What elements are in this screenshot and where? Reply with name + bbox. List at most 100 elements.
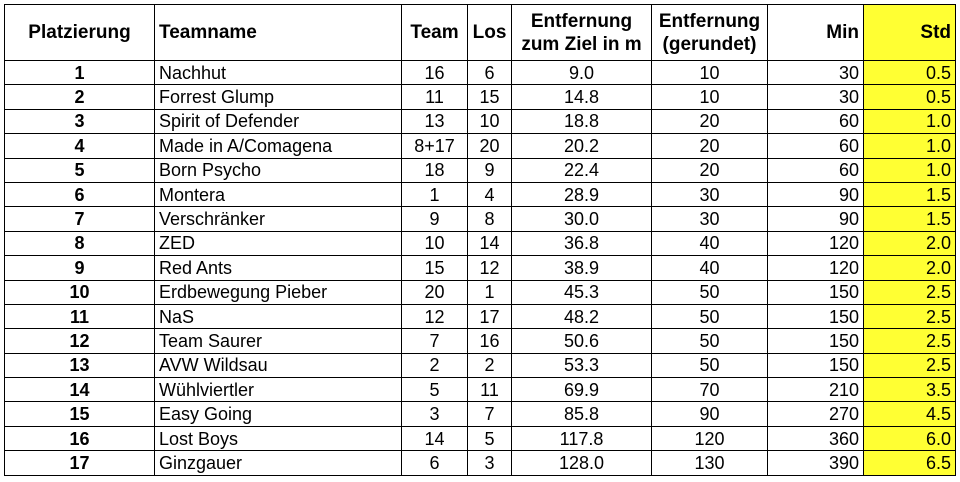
table-row: 4 Made in A/Comagena 8+17 20 20.2 20 60 1.0 <box>4 133 956 159</box>
cell-min: 30 <box>767 84 864 110</box>
cell-min: 210 <box>767 377 864 403</box>
cell-distance: 30.0 <box>511 206 652 232</box>
cell-team: 8+17 <box>401 133 468 159</box>
header-rounded: Entfernung (gerundet) <box>651 4 768 61</box>
header-team: Team <box>401 4 468 61</box>
cell-std: 6.5 <box>863 450 956 476</box>
cell-team-name: Ginzgauer <box>154 450 402 476</box>
cell-los: 7 <box>467 401 512 427</box>
cell-rank: 14 <box>4 377 155 403</box>
cell-min: 360 <box>767 425 864 452</box>
cell-los: 10 <box>467 108 512 135</box>
cell-los: 5 <box>467 425 512 452</box>
cell-team-name: Verschränker <box>154 206 402 232</box>
cell-distance: 22.4 <box>511 157 652 183</box>
cell-min: 60 <box>767 108 864 135</box>
cell-rank: 3 <box>4 108 155 135</box>
cell-team-name: Montera <box>154 181 402 208</box>
cell-team-name: Made in A/Comagena <box>154 133 402 159</box>
cell-distance: 28.9 <box>511 181 652 208</box>
cell-rounded: 20 <box>651 108 768 135</box>
cell-team: 20 <box>401 279 468 305</box>
cell-rank: 16 <box>4 425 155 452</box>
cell-distance: 20.2 <box>511 133 652 159</box>
cell-min: 150 <box>767 328 864 354</box>
table-row: 6 Montera 1 4 28.9 30 90 1.5 <box>4 181 956 208</box>
cell-rounded: 50 <box>651 303 768 330</box>
cell-distance: 69.9 <box>511 377 652 403</box>
cell-rounded: 20 <box>651 157 768 183</box>
cell-rank: 15 <box>4 401 155 427</box>
cell-std: 0.5 <box>863 59 956 86</box>
cell-distance: 38.9 <box>511 255 652 281</box>
cell-rank: 11 <box>4 303 155 330</box>
table-row: 1 Nachhut 16 6 9.0 10 30 0.5 <box>4 59 956 86</box>
cell-distance: 18.8 <box>511 108 652 135</box>
cell-std: 2.5 <box>863 279 956 305</box>
cell-team: 13 <box>401 108 468 135</box>
cell-rounded: 90 <box>651 401 768 427</box>
cell-std: 6.0 <box>863 425 956 452</box>
cell-rounded: 40 <box>651 230 768 257</box>
cell-distance: 9.0 <box>511 59 652 86</box>
cell-std: 1.5 <box>863 206 956 232</box>
cell-team: 7 <box>401 328 468 354</box>
header-distance-line2: zum Ziel in m <box>521 33 642 55</box>
cell-distance: 36.8 <box>511 230 652 257</box>
cell-rank: 9 <box>4 255 155 281</box>
cell-rank: 12 <box>4 328 155 354</box>
cell-rank: 13 <box>4 352 155 379</box>
cell-rounded: 20 <box>651 133 768 159</box>
table-row: 16 Lost Boys 14 5 117.8 120 360 6.0 <box>4 425 956 452</box>
cell-team-name: Erdbewegung Pieber <box>154 279 402 305</box>
table-row: 10 Erdbewegung Pieber 20 1 45.3 50 150 2.5 <box>4 279 956 305</box>
cell-team-name: Lost Boys <box>154 425 402 452</box>
cell-rounded: 30 <box>651 206 768 232</box>
header-std: Std <box>863 4 956 61</box>
header-rounded-line1: Entfernung <box>658 10 761 32</box>
header-distance-line1: Entfernung <box>530 10 633 32</box>
cell-rounded: 120 <box>651 425 768 452</box>
cell-los: 14 <box>467 230 512 257</box>
header-rounded-line2: (gerundet) <box>662 33 757 55</box>
cell-min: 90 <box>767 206 864 232</box>
table-row: 14 Wühlviertler 5 11 69.9 70 210 3.5 <box>4 377 956 403</box>
cell-team-name: Team Saurer <box>154 328 402 354</box>
cell-rank: 1 <box>4 59 155 86</box>
cell-team: 3 <box>401 401 468 427</box>
cell-team: 9 <box>401 206 468 232</box>
cell-min: 60 <box>767 133 864 159</box>
cell-min: 150 <box>767 303 864 330</box>
cell-std: 4.5 <box>863 401 956 427</box>
cell-team: 16 <box>401 59 468 86</box>
cell-distance: 53.3 <box>511 352 652 379</box>
cell-distance: 48.2 <box>511 303 652 330</box>
cell-min: 150 <box>767 352 864 379</box>
table-row: 13 AVW Wildsau 2 2 53.3 50 150 2.5 <box>4 352 956 379</box>
cell-min: 30 <box>767 59 864 86</box>
cell-team: 12 <box>401 303 468 330</box>
cell-rounded: 50 <box>651 279 768 305</box>
cell-rounded: 30 <box>651 181 768 208</box>
table-row: 7 Verschränker 9 8 30.0 30 90 1.5 <box>4 206 956 232</box>
results-table-container: Platzierung Teamname Team Los Entfernung… <box>4 4 956 476</box>
cell-rank: 17 <box>4 450 155 476</box>
cell-rounded: 130 <box>651 450 768 476</box>
cell-rounded: 40 <box>651 255 768 281</box>
cell-los: 1 <box>467 279 512 305</box>
cell-std: 2.0 <box>863 230 956 257</box>
cell-std: 0.5 <box>863 84 956 110</box>
cell-std: 1.0 <box>863 157 956 183</box>
cell-distance: 14.8 <box>511 84 652 110</box>
cell-team-name: Spirit of Defender <box>154 108 402 135</box>
cell-distance: 117.8 <box>511 425 652 452</box>
cell-team: 14 <box>401 425 468 452</box>
cell-distance: 50.6 <box>511 328 652 354</box>
cell-rank: 6 <box>4 181 155 208</box>
cell-los: 6 <box>467 59 512 86</box>
header-row: Platzierung Teamname Team Los Entfernung… <box>4 4 956 61</box>
table-row: 17 Ginzgauer 6 3 128.0 130 390 6.5 <box>4 450 956 476</box>
cell-team: 1 <box>401 181 468 208</box>
cell-team-name: NaS <box>154 303 402 330</box>
cell-min: 120 <box>767 230 864 257</box>
